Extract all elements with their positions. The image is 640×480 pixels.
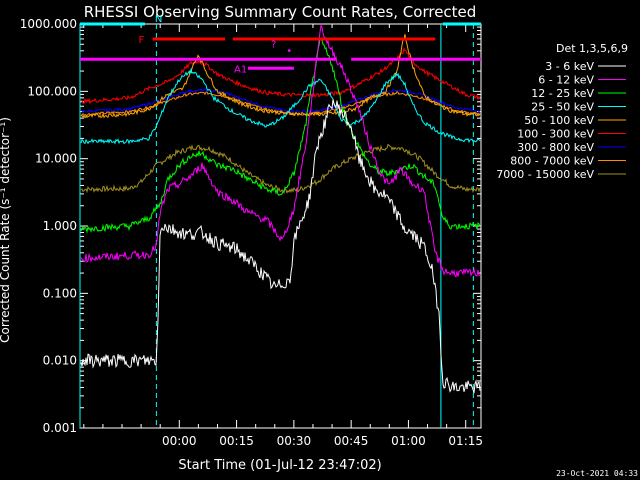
y-tick-label: 1.000 bbox=[43, 219, 77, 233]
legend-label: 50 - 100 keV bbox=[524, 114, 594, 127]
plot-area: 0.001 0.010 0.100 1.000 10.000 100.000 1000.00… bbox=[20, 14, 483, 448]
flag-label: F bbox=[139, 35, 145, 46]
legend-label: 3 - 6 keV bbox=[545, 60, 594, 73]
legend-label: 300 - 800 keV bbox=[517, 141, 594, 154]
series-line-8 bbox=[80, 143, 481, 195]
series-line-3 bbox=[80, 67, 481, 145]
x-tick-label: 00:00 bbox=[162, 434, 197, 448]
x-tick-label: 01:00 bbox=[391, 434, 426, 448]
legend-label: 100 - 300 keV bbox=[517, 128, 594, 141]
y-tick-label: 0.100 bbox=[43, 286, 77, 300]
legend-label: 12 - 25 keV bbox=[531, 87, 594, 100]
series-line-5 bbox=[80, 47, 481, 105]
flag-marker: ? bbox=[271, 39, 276, 50]
legend-label: 7000 - 15000 keV bbox=[496, 168, 594, 181]
series-line-0 bbox=[80, 99, 481, 394]
legend-label: 25 - 50 keV bbox=[531, 101, 594, 114]
y-tick-label: 10.000 bbox=[35, 152, 77, 166]
series-line-4 bbox=[80, 34, 481, 119]
chart-title: RHESSI Observing Summary Count Rates, Co… bbox=[84, 3, 477, 21]
y-tick-label: 0.010 bbox=[43, 354, 77, 368]
x-tick-label: 00:30 bbox=[277, 434, 312, 448]
legend-label: 800 - 7000 keV bbox=[510, 155, 594, 168]
flag-label: A1 bbox=[234, 64, 247, 75]
y-tick-label: 1000.000 bbox=[20, 17, 77, 31]
flag-label: N bbox=[155, 14, 162, 25]
x-axis-label: Start Time (01-Jul-12 23:47:02) bbox=[178, 458, 381, 473]
series-line-6 bbox=[80, 88, 481, 114]
timestamp: 23-Oct-2021 04:33 bbox=[556, 469, 638, 478]
x-tick-label: 00:15 bbox=[219, 434, 254, 448]
legend-label: 6 - 12 keV bbox=[538, 74, 594, 87]
series-line-2 bbox=[80, 38, 481, 234]
x-tick-label: 00:45 bbox=[334, 434, 369, 448]
x-tick-label: 01:15 bbox=[448, 434, 483, 448]
flag-marker: • bbox=[286, 46, 292, 57]
series-line-1 bbox=[80, 23, 481, 278]
legend-title: Det 1,3,5,6,9 bbox=[556, 42, 628, 55]
y-axis-label: Corrected Count Rate (s⁻¹ detector⁻¹) bbox=[0, 117, 12, 343]
y-tick-label: 100.000 bbox=[27, 84, 77, 98]
y-tick-label: 0.001 bbox=[43, 421, 77, 435]
axes-frame bbox=[79, 23, 482, 429]
